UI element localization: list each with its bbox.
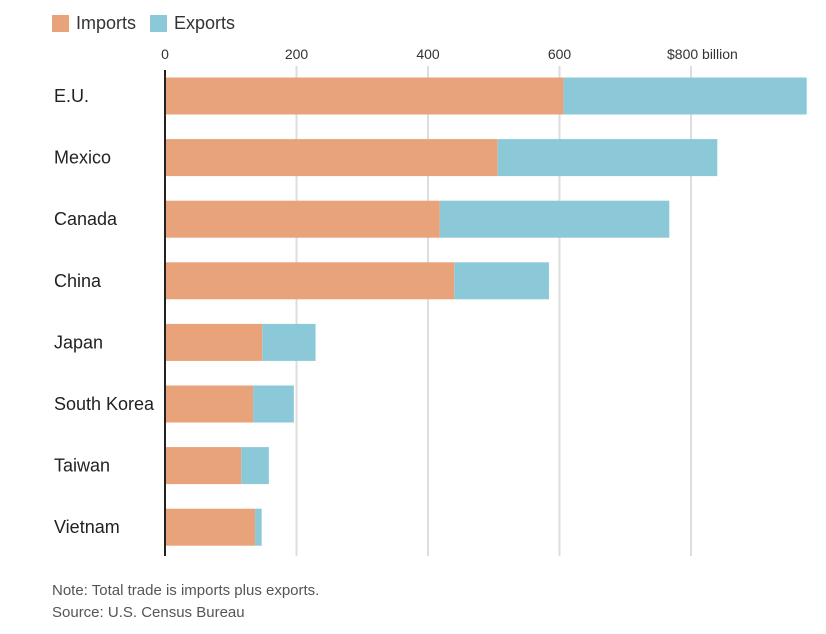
category-label: South Korea	[54, 394, 155, 414]
stacked-bar-chart: 0 200 400 600 $800 billion E.U. Mexico Canada Ch…	[54, 46, 807, 556]
bar-exports-vietnam	[255, 508, 262, 546]
bar-imports-taiwan	[165, 447, 242, 485]
chart-note: Note: Total trade is imports plus export…	[52, 582, 320, 599]
chart-footer: Note: Total trade is imports plus export…	[52, 580, 319, 624]
bar-exports-e-u	[563, 77, 807, 115]
bar-imports-mexico	[165, 139, 498, 177]
bar-imports-japan	[165, 323, 263, 361]
bar-exports-china	[454, 262, 549, 300]
legend-swatch-imports	[52, 15, 69, 32]
legend-swatch-exports	[150, 15, 168, 32]
category-label: Mexico	[54, 148, 111, 168]
x-tick-label: 600	[548, 46, 572, 62]
chart-source: Source: U.S. Census Bureau	[52, 604, 245, 621]
x-tick-label: 200	[285, 46, 309, 62]
category-label: China	[54, 271, 102, 291]
bar-imports-vietnam	[165, 508, 256, 546]
category-label: Japan	[54, 332, 103, 352]
bar-imports-canada	[165, 200, 440, 238]
bar-exports-canada	[439, 200, 670, 238]
x-tick-label: $800 billion	[667, 46, 738, 62]
bar-exports-mexico	[497, 139, 718, 177]
x-tick-label: 400	[416, 46, 440, 62]
category-label: Canada	[54, 209, 118, 229]
bar-imports-e-u	[165, 77, 564, 115]
bar-imports-south-korea	[165, 385, 254, 423]
category-label: Taiwan	[54, 456, 110, 476]
legend-item-imports: Imports	[52, 13, 136, 34]
bar-exports-south-korea	[253, 385, 294, 423]
bar-imports-china	[165, 262, 455, 300]
category-label: E.U.	[54, 86, 89, 106]
bar-exports-taiwan	[241, 447, 269, 485]
bar-exports-japan	[262, 323, 316, 361]
legend-label-exports: Exports	[174, 13, 236, 33]
category-label: Vietnam	[54, 517, 120, 537]
legend-label-imports: Imports	[76, 13, 137, 33]
x-tick-label: 0	[161, 46, 169, 62]
legend-item-exports: Exports	[150, 13, 235, 34]
legend: Imports Exports	[52, 13, 249, 34]
